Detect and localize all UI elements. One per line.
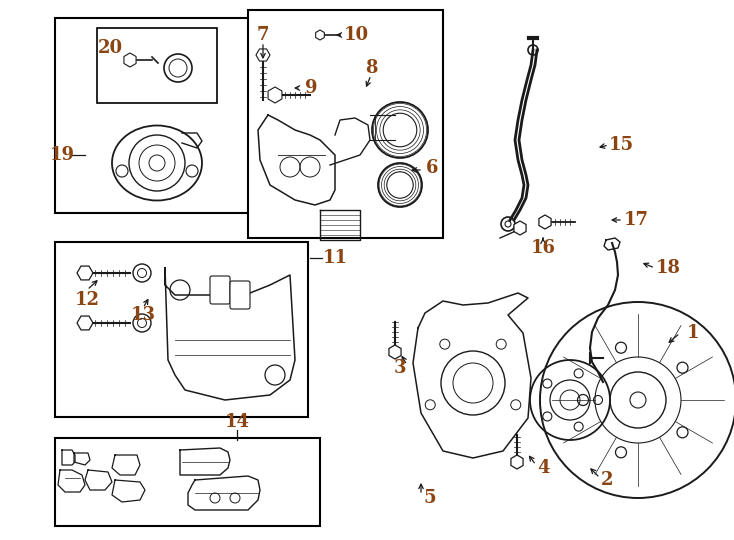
Text: 20: 20 [98,39,123,57]
Text: 15: 15 [608,136,633,154]
Text: 10: 10 [344,26,368,44]
Text: 19: 19 [49,146,74,164]
Text: 9: 9 [305,79,317,97]
FancyBboxPatch shape [230,281,250,309]
Text: 16: 16 [531,239,556,257]
Text: 8: 8 [365,59,377,77]
Text: 7: 7 [257,26,269,44]
FancyBboxPatch shape [210,276,230,304]
Text: 4: 4 [537,459,549,477]
Text: 13: 13 [131,306,156,324]
Text: 18: 18 [655,259,680,277]
Bar [248,10,443,238]
Text: 2: 2 [600,471,613,489]
Bar [55,18,253,213]
Bar [55,242,308,417]
Text: 17: 17 [623,211,649,229]
Text: 12: 12 [74,291,100,309]
Text: 1: 1 [687,324,700,342]
Text: 5: 5 [424,489,436,507]
Bar [97,28,217,103]
Text: 6: 6 [426,159,438,177]
Text: 3: 3 [393,359,406,377]
Bar [55,438,320,526]
Text: 11: 11 [322,249,347,267]
Text: 14: 14 [225,413,250,431]
